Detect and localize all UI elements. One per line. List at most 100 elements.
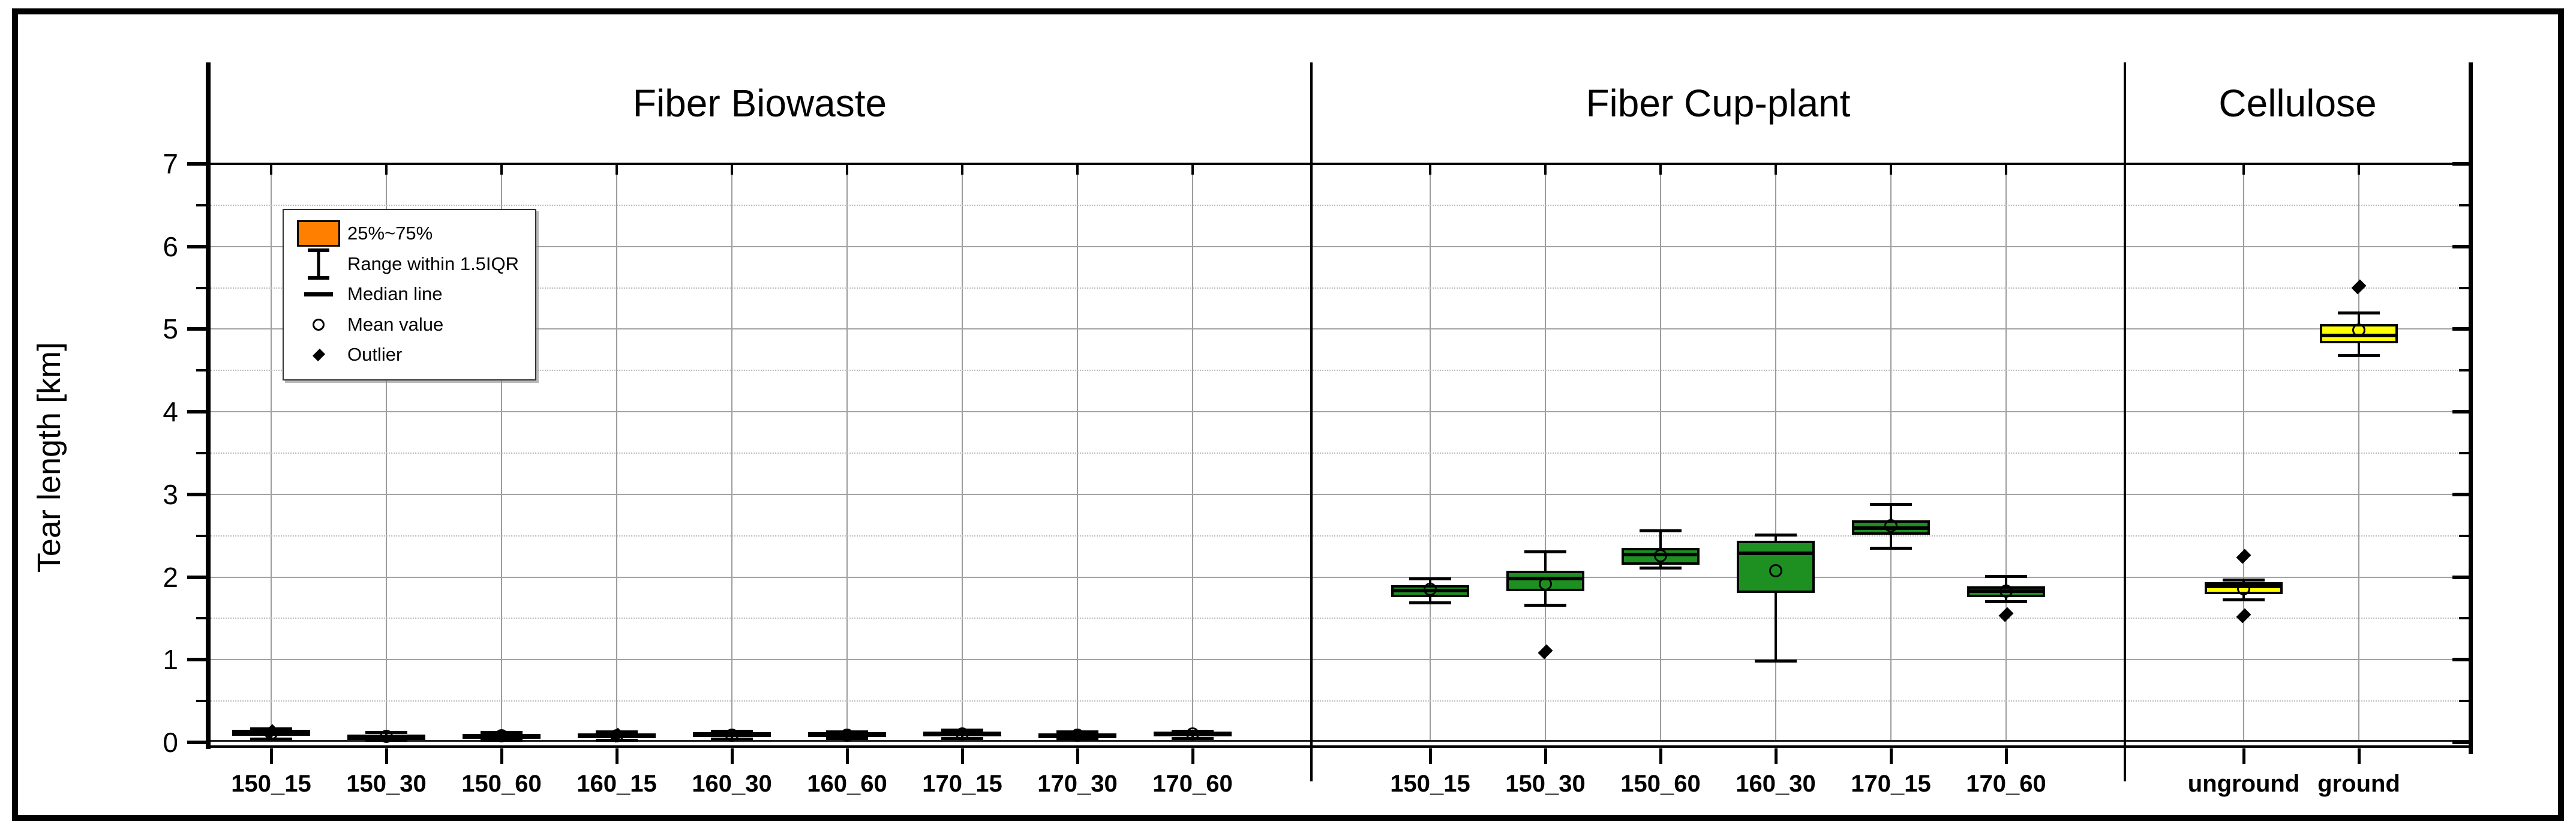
x-axis-bottom-tick [731, 748, 734, 764]
y-axis-minor-tick [196, 700, 207, 703]
x-axis-bottom-tick [1429, 748, 1432, 764]
mean-circle [1999, 584, 2013, 598]
median-line-icon [290, 292, 347, 296]
whisker-cap-top [1640, 529, 1682, 533]
minor-gridline [211, 453, 2468, 454]
legend-row: Mean value [290, 310, 529, 340]
right-axis-major-tick [2452, 162, 2470, 166]
y-axis-major-tick [187, 492, 207, 496]
y-tick-label: 5 [163, 313, 178, 345]
x-tick-label: 150_30 [1505, 771, 1586, 797]
outlier-diamond [2236, 549, 2251, 564]
y-axis-minor-tick [196, 203, 207, 206]
whisker-cap-bottom [2338, 354, 2380, 358]
mean-circle [1654, 549, 1667, 562]
x-axis-bottom-tick [1191, 748, 1194, 764]
x-axis-line [206, 740, 2472, 742]
x-tick-label: 150_30 [346, 771, 427, 797]
x-axis-bottom-tick [2242, 748, 2245, 764]
whisker-cap-bottom [1985, 600, 2027, 603]
whisker-cap-bottom [1524, 604, 1566, 607]
x-axis-top-tick [961, 165, 963, 175]
box-iqr [1737, 540, 1815, 593]
whisker-cap-top [1985, 575, 2027, 579]
right-axis-minor-tick [2459, 617, 2470, 620]
x-axis-top-line [206, 163, 2472, 165]
right-axis-major-tick [2452, 244, 2470, 248]
x-tick-label: 170_60 [1966, 771, 2046, 797]
x-axis-bottom-tick [2358, 748, 2361, 764]
y-axis-line [206, 62, 211, 749]
whisker-cap-bottom [1409, 601, 1451, 605]
x-tick-label: ground [2317, 771, 2400, 797]
whisker-cap-top [1409, 577, 1451, 581]
whisker-cap-top [2223, 578, 2265, 582]
legend-row: Outlier [290, 340, 529, 370]
mean-circle [1186, 727, 1199, 741]
y-tick-label: 7 [163, 148, 178, 179]
panel-divider [1310, 62, 1313, 781]
y-axis-major-tick [187, 162, 207, 166]
x-axis-bottom-tick [846, 748, 849, 764]
x-tick-label: 160_60 [807, 771, 887, 797]
x-axis-bottom-tick [1659, 748, 1662, 764]
mean-circle [1424, 583, 1437, 597]
outlier-diamond [2351, 279, 2367, 295]
y-axis-minor-tick [196, 452, 207, 454]
legend: 25%~75% Range within 1.5IQR Median line Mea… [283, 209, 536, 380]
minor-gridline [211, 618, 2468, 619]
x-tick-label: 170_15 [922, 771, 1002, 797]
whisker-cap-top [1870, 503, 1912, 507]
whisker-cap-bottom [2223, 598, 2265, 601]
y-axis-minor-tick [196, 286, 207, 289]
x-axis-bottom-tick [385, 748, 388, 764]
y-axis-minor-tick [196, 534, 207, 537]
mean-circle [725, 728, 738, 742]
right-axis-line [2469, 62, 2473, 754]
right-axis-minor-tick [2459, 534, 2470, 537]
mean-circle [1071, 728, 1084, 742]
mean-circle [265, 726, 278, 740]
y-tick-label: 1 [163, 644, 178, 676]
major-gridline [211, 576, 2468, 578]
x-axis-bottom-tick [1890, 748, 1893, 764]
mean-circle [2237, 582, 2250, 595]
x-axis-top-tick [2005, 165, 2007, 175]
y-axis-major-tick [187, 658, 207, 662]
mean-circle [1769, 564, 1782, 577]
x-axis-bottom-tick [2005, 748, 2008, 764]
x-axis-bottom-tick [270, 748, 273, 764]
legend-row: 25%~75% [290, 218, 529, 248]
y-axis-major-tick [187, 575, 207, 579]
mean-circle [610, 729, 623, 742]
right-axis-minor-tick [2459, 452, 2470, 454]
x-axis-top-tick [1890, 165, 1892, 175]
legend-row: Median line [290, 279, 529, 309]
whisker-cap-bottom [1870, 547, 1912, 550]
x-tick-label: unground [2187, 771, 2300, 797]
y-axis-major-tick [187, 741, 207, 744]
x-tick-label: 160_30 [692, 771, 772, 797]
x-axis-top-tick [1191, 165, 1194, 175]
right-axis-major-tick [2452, 492, 2470, 496]
y-axis-minor-tick [196, 369, 207, 372]
y-tick-label: 3 [163, 478, 178, 510]
panel-divider [2124, 62, 2126, 781]
x-axis-bottom-tick [616, 748, 619, 764]
right-axis-major-tick [2452, 741, 2470, 744]
outlier-diamond [1998, 607, 2014, 622]
mean-circle [380, 730, 393, 744]
y-tick-label: 0 [163, 727, 178, 758]
x-axis-bottom-tick [500, 748, 503, 764]
right-axis-major-tick [2452, 658, 2470, 662]
whisker-range-icon [290, 248, 347, 280]
major-gridline [211, 411, 2468, 413]
y-axis-minor-tick [196, 617, 207, 620]
x-axis-top-tick [500, 165, 503, 175]
x-axis-top-tick [2242, 165, 2245, 175]
x-axis-top-tick [1429, 165, 1431, 175]
outlier-diamond [1538, 644, 1553, 659]
x-axis-bottom-tick [1544, 748, 1547, 764]
legend-label: 25%~75% [347, 223, 433, 244]
